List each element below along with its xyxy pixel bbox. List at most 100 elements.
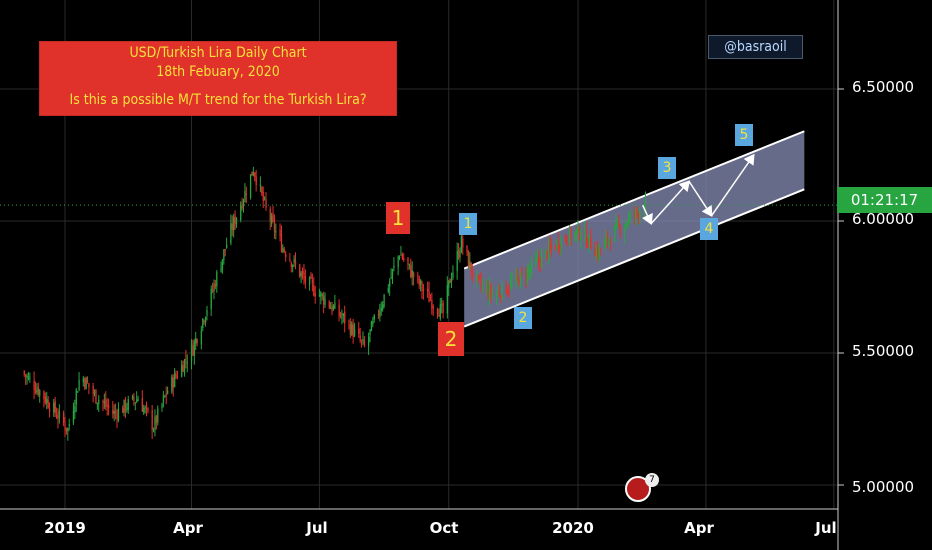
candle-body xyxy=(438,314,440,317)
candle-body xyxy=(421,282,423,291)
candle-body xyxy=(230,223,232,244)
candle-body xyxy=(479,274,481,279)
wave-label-red-1: 1 xyxy=(386,202,410,234)
author-tag[interactable]: @basraoil xyxy=(708,35,803,59)
candle-body xyxy=(564,235,567,241)
candle-body xyxy=(210,288,212,310)
candle-body xyxy=(525,274,527,280)
candle-body xyxy=(137,399,139,401)
y-tick-label: 5.50000 xyxy=(852,342,915,360)
candle-body xyxy=(480,279,482,286)
candle-body xyxy=(192,345,194,356)
candle-body xyxy=(245,193,248,196)
candle-body xyxy=(635,208,637,217)
candle-body xyxy=(441,304,443,306)
candle-body xyxy=(334,302,336,309)
candle-body xyxy=(216,271,218,287)
candle-body xyxy=(220,268,222,273)
candle-body xyxy=(127,399,129,411)
candle-body xyxy=(112,409,114,414)
candle-body xyxy=(273,219,276,232)
candle-body xyxy=(72,410,75,423)
candle-body xyxy=(363,340,366,346)
candle-body xyxy=(47,400,49,409)
candle-body xyxy=(46,398,48,404)
candle-body xyxy=(448,280,450,288)
candle-body xyxy=(115,411,117,413)
candle-body xyxy=(102,400,104,403)
candle-body xyxy=(618,222,620,226)
x-tick-label: Jul xyxy=(815,519,837,537)
candle-body xyxy=(74,406,76,413)
candle-body xyxy=(628,217,630,224)
candle-body xyxy=(164,395,166,397)
channel-fill xyxy=(464,131,805,327)
candle-body xyxy=(644,198,647,212)
candle-body xyxy=(67,428,69,432)
candle-body xyxy=(275,231,277,233)
candle-body xyxy=(107,404,110,408)
candle-body xyxy=(362,338,364,341)
candle-body xyxy=(105,399,107,407)
candle-body xyxy=(481,285,484,288)
candle-body xyxy=(587,244,589,248)
candle-body xyxy=(431,299,433,309)
y-tick-label: 6.50000 xyxy=(852,78,915,96)
candle-body xyxy=(531,260,533,270)
candle-body xyxy=(147,408,149,412)
candle-body xyxy=(145,405,148,408)
candle-body xyxy=(508,289,510,291)
candle-body xyxy=(450,279,453,282)
candle-body xyxy=(459,252,461,258)
candle-body xyxy=(535,259,537,264)
candle-body xyxy=(501,282,503,300)
candle-body xyxy=(172,377,174,388)
candle-body xyxy=(422,289,425,292)
candle-body xyxy=(185,358,187,361)
candle-body xyxy=(54,401,56,414)
x-tick-label: Jul xyxy=(306,519,328,537)
x-tick-label: Apr xyxy=(684,519,714,537)
candle-body xyxy=(223,249,225,261)
candle-body xyxy=(578,226,581,240)
x-tick-label: 2019 xyxy=(44,519,86,537)
candle-body xyxy=(171,376,173,392)
candle-body xyxy=(167,390,169,394)
candle-body xyxy=(33,380,35,391)
candle-body xyxy=(324,299,326,305)
candle-body xyxy=(224,249,226,251)
candle-body xyxy=(397,256,399,268)
candle-body xyxy=(467,251,470,268)
candle-body xyxy=(452,272,454,278)
candle-body xyxy=(408,263,411,265)
x-tick-label: 2020 xyxy=(552,519,594,537)
us-flag-icon[interactable] xyxy=(625,476,651,502)
candle-body xyxy=(310,274,312,279)
candle-body xyxy=(457,249,460,258)
event-count-badge[interactable]: 7 xyxy=(645,473,659,487)
candle-body xyxy=(123,399,125,413)
candle-body xyxy=(332,306,335,310)
candle-body xyxy=(231,223,233,230)
candle-body xyxy=(616,222,619,226)
annotation-box: USD/Turkish Lira Daily Chart 18th Febuar… xyxy=(39,41,397,116)
candle-body xyxy=(240,206,242,221)
candle-body xyxy=(182,364,184,372)
candle-body xyxy=(400,254,402,256)
candle-body xyxy=(252,172,255,176)
candle-body xyxy=(62,413,65,423)
candle-body xyxy=(598,247,600,259)
candle-body xyxy=(26,376,28,378)
candle-body xyxy=(271,215,273,225)
candle-body xyxy=(213,283,215,292)
annotation-title: USD/Turkish Lira Daily Chart xyxy=(129,45,307,61)
candle-body xyxy=(393,265,395,268)
candle-body xyxy=(557,239,560,249)
candle-body xyxy=(539,260,541,267)
candle-body xyxy=(387,287,389,292)
candle-body xyxy=(103,401,106,403)
candle-body xyxy=(48,408,51,412)
candle-body xyxy=(36,389,38,393)
candle-body xyxy=(321,294,323,296)
candle-body xyxy=(300,272,302,276)
